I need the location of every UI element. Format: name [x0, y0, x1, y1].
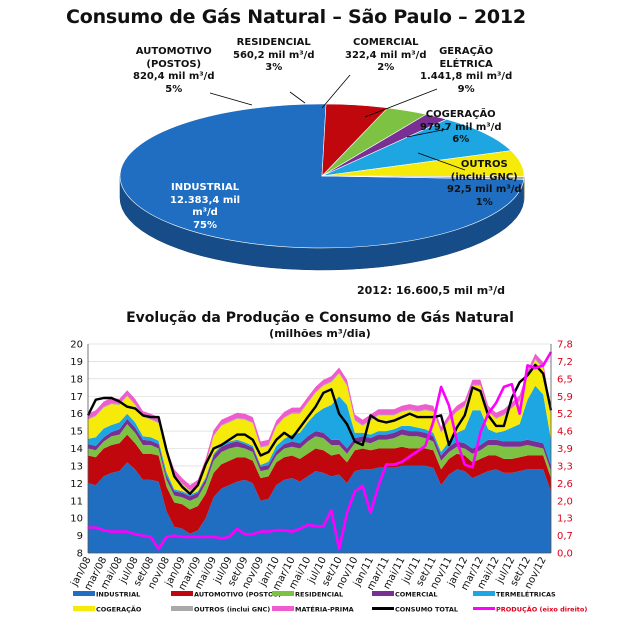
legend-label: OUTROS (inclui GNC) [194, 606, 270, 614]
legend-swatch [171, 606, 193, 611]
legend-label: COMERCIAL [395, 591, 438, 599]
page-title: Consumo de Gás Natural – São Paulo – 201… [66, 6, 526, 28]
legend-label: INDUSTRIAL [96, 591, 140, 599]
y-tick-label: 19 [70, 357, 83, 368]
y-tick-label: 8 [77, 549, 83, 560]
pie-leader-line [289, 91, 306, 104]
area-series-automotivo-postos- [88, 434, 551, 534]
legend-swatch [171, 591, 193, 596]
pie-chart [119, 74, 525, 271]
legend-label: MATÉRIA-PRIMA [295, 605, 354, 614]
area-series-termel-tricas [88, 385, 551, 497]
y2-tick-label: 5,2 [557, 409, 573, 420]
y2-tick-label: 6,5 [557, 374, 573, 385]
y2-tick-label: 2,6 [557, 479, 573, 490]
y-tick-label: 12 [70, 479, 83, 490]
y2-tick-label: 3,9 [557, 444, 573, 455]
pie-label-outros: OUTROS (inclui GNC) 92,5 mil m³/d 1% [447, 159, 522, 208]
pie-leader-line [406, 128, 448, 138]
pie-label-automotivo: AUTOMOTIVO (POSTOS) 820,4 mil m³/d 5% [133, 46, 215, 95]
legend-label: COGERAÇÃO [96, 605, 142, 614]
pie-leader-line [417, 152, 466, 171]
y-tick-label: 15 [70, 427, 83, 438]
pie-leader-line [209, 92, 253, 106]
legend-swatch [272, 606, 294, 611]
legend-label: TERMELÉTRICAS [496, 590, 556, 599]
pie-leader-line [321, 74, 351, 109]
y2-tick-label: 4,6 [557, 427, 573, 438]
legend-label: RESIDENCIAL [295, 591, 343, 599]
legend-swatch [73, 606, 95, 611]
y-tick-label: 14 [70, 444, 83, 455]
area-series-residencial [88, 424, 551, 510]
y2-tick-label: 5,9 [557, 392, 573, 403]
legend-label: CONSUMO TOTAL [395, 606, 458, 614]
pie-label-industrial: INDUSTRIAL 12.383,4 mil m³/d 75% [170, 182, 241, 231]
y-tick-label: 9 [77, 531, 83, 542]
legend-swatch [372, 591, 394, 596]
y-tick-label: 10 [70, 514, 83, 525]
pie-label-comercial: COMERCIAL 322,4 mil m³/d 2% [345, 37, 427, 73]
chart-unit: (milhões m³/dia) [269, 327, 371, 340]
pie-label-geracao: GERAÇÃO ELÉTRICA 1.441,8 mil m³/d 9% [420, 46, 513, 95]
y-tick-label: 17 [70, 392, 83, 403]
pie-slice-geracao [321, 118, 512, 177]
total-2012: 2012: 16.600,5 mil m³/d [357, 284, 505, 297]
line-consumo-total [86, 363, 553, 495]
pie-label-residencial: RESIDENCIAL 560,2 mil m³/d 3% [233, 37, 315, 73]
y2-tick-label: 0,7 [557, 531, 573, 542]
y-tick-label: 18 [70, 374, 83, 385]
pie-label-cogeracao: COGERAÇÃO 979,7 mil m³/d 6% [420, 109, 502, 145]
y2-tick-label: 1,3 [557, 514, 573, 525]
area-series-comercial [88, 418, 551, 501]
line-producao [88, 351, 553, 551]
legend-swatch [473, 591, 495, 596]
y2-tick-label: 2,0 [557, 496, 573, 507]
y2-tick-label: 7,2 [557, 357, 573, 368]
legend-swatch [73, 591, 95, 596]
y2-tick-label: 0,0 [557, 549, 573, 560]
legend-label: AUTOMOTIVO (POSTOS) [194, 591, 281, 599]
y-tick-label: 16 [70, 409, 83, 420]
y-tick-label: 20 [70, 340, 83, 351]
y-tick-label: 13 [70, 461, 83, 472]
y-tick-label: 11 [70, 496, 83, 507]
pie-slice-outros [321, 175, 525, 180]
y2-tick-label: 7,8 [557, 340, 573, 351]
legend-swatch [272, 591, 294, 596]
chart-title: Evolução da Produção e Consumo de Gás Na… [126, 310, 514, 326]
legend-label: PRODUÇÃO (eixo direito) [496, 605, 587, 614]
area-series-industrial [88, 462, 551, 553]
pie-leader-line [364, 88, 438, 118]
y2-tick-label: 3,3 [557, 461, 573, 472]
